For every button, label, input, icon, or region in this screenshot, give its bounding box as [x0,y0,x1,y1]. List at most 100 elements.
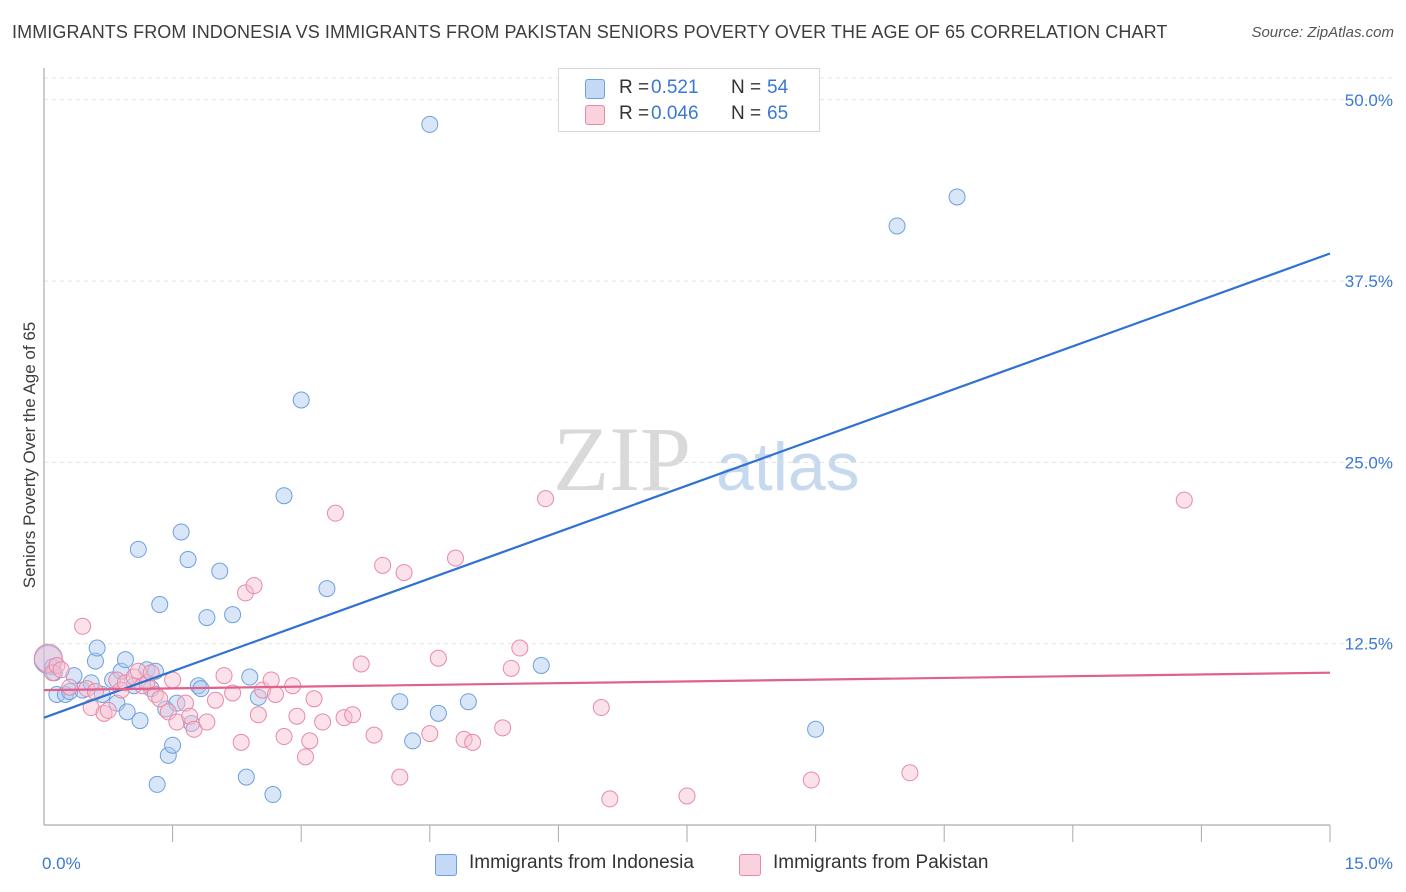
data-point-indonesia [129,540,147,558]
data-point-pakistan [181,707,199,725]
data-point-indonesia [61,683,79,701]
data-point-pakistan [296,748,314,766]
data-point-indonesia [391,693,409,711]
data-point-indonesia [189,677,207,695]
data-point-pakistan [421,725,439,743]
data-point-indonesia [148,775,166,793]
legend-swatch-indonesia [585,79,605,99]
data-point-pakistan [288,707,306,725]
data-point-pakistan [232,733,250,751]
data-point-indonesia [86,652,104,670]
data-point-pakistan [391,768,409,786]
data-point-pakistan [74,617,92,635]
data-point-pakistan [61,678,79,696]
legend-swatch-pakistan [585,105,605,125]
data-point-pakistan [326,504,344,522]
data-point-indonesia [151,596,169,614]
data-point-pakistan [374,556,392,574]
data-point-pakistan [352,655,370,673]
data-point-pakistan [494,719,512,737]
data-point-pakistan [249,706,267,724]
data-point-pakistan [215,667,233,685]
data-point-indonesia [237,768,255,786]
legend-n-value-pakistan: 65 [767,103,789,124]
data-point-pakistan [52,661,70,679]
data-point-indonesia [532,656,550,674]
data-point-indonesia [198,609,216,627]
data-point-pakistan [678,787,696,805]
data-point-pakistan [447,549,465,567]
data-point-pakistan [1175,491,1193,509]
series-legend-label-indonesia: Immigrants from Indonesia [469,852,694,873]
series-legend-swatch-pakistan [739,854,761,876]
data-point-indonesia [172,523,190,541]
data-point-pakistan [99,701,117,719]
data-point-indonesia [429,704,447,722]
data-point-pakistan [344,706,362,724]
data-point-indonesia [159,746,177,764]
data-point-indonesia [241,668,259,686]
data-point-pakistan [601,790,619,808]
data-point-indonesia [888,217,906,235]
trend-line-indonesia [43,252,1331,719]
data-point-indonesia [318,580,336,598]
y-tick-label: 12.5% [1345,635,1393,654]
legend-r-value-pakistan: 0.046 [651,103,699,124]
data-point-pakistan [176,694,194,712]
data-point-indonesia [292,391,310,409]
legend-n-value-indonesia: 54 [767,77,789,98]
data-point-pakistan [901,764,919,782]
x-tick-label: 15.0% [1345,854,1393,873]
legend-r-label: R = [619,77,650,98]
data-point-indonesia [164,736,182,754]
data-point-pakistan [365,726,383,744]
series-legend-label-pakistan: Immigrants from Pakistan [773,852,989,873]
data-point-pakistan [185,720,203,738]
data-point-pakistan [802,771,820,789]
legend-r-label: R = [619,103,650,124]
data-point-indonesia [459,693,477,711]
data-point-indonesia [131,712,149,730]
data-point-indonesia [275,487,293,505]
data-point-indonesia [118,703,136,721]
data-point-indonesia [404,732,422,750]
data-point-pakistan [266,685,284,703]
data-point-indonesia [211,562,229,580]
data-point-pakistan [537,490,555,508]
data-point-indonesia [179,551,197,569]
data-point-pakistan [305,690,323,708]
data-point-pakistan [314,713,332,731]
data-point-pakistan [502,659,520,677]
y-tick-label: 50.0% [1345,91,1393,110]
data-point-indonesia [224,606,242,624]
y-tick-label: 25.0% [1345,453,1393,472]
data-point-pakistan [224,684,242,702]
data-point-pakistan [511,639,529,657]
legend-n-label: N = [731,77,762,98]
trend-line-pakistan [43,671,1331,692]
data-point-pakistan [262,671,280,689]
data-point-pakistan [206,691,224,709]
data-point-indonesia [116,651,134,669]
correlation-legend: R = 0.521 N = 54 R = 0.046 N = 65 [558,68,820,132]
data-point-indonesia [157,700,175,718]
data-point-pakistan [464,733,482,751]
data-point-pakistan [198,713,216,731]
watermark-zip: ZIP [553,408,691,510]
series-pakistan-points [33,490,1193,808]
data-point-indonesia [88,639,106,657]
data-point-indonesia [948,188,966,206]
data-point-pakistan [301,732,319,750]
data-point-pakistan [245,577,263,595]
legend-n-label: N = [731,103,762,124]
data-point-pakistan [429,649,447,667]
data-point-indonesia [168,694,186,712]
x-tick-label: 0.0% [42,854,81,873]
legend-r-value-indonesia: 0.521 [651,77,699,98]
data-point-indonesia [421,115,439,133]
data-point-pakistan [275,728,293,746]
chart-title: IMMIGRANTS FROM INDONESIA VS IMMIGRANTS … [12,22,1168,42]
data-point-pakistan [151,690,169,708]
y-tick-label: 37.5% [1345,272,1393,291]
